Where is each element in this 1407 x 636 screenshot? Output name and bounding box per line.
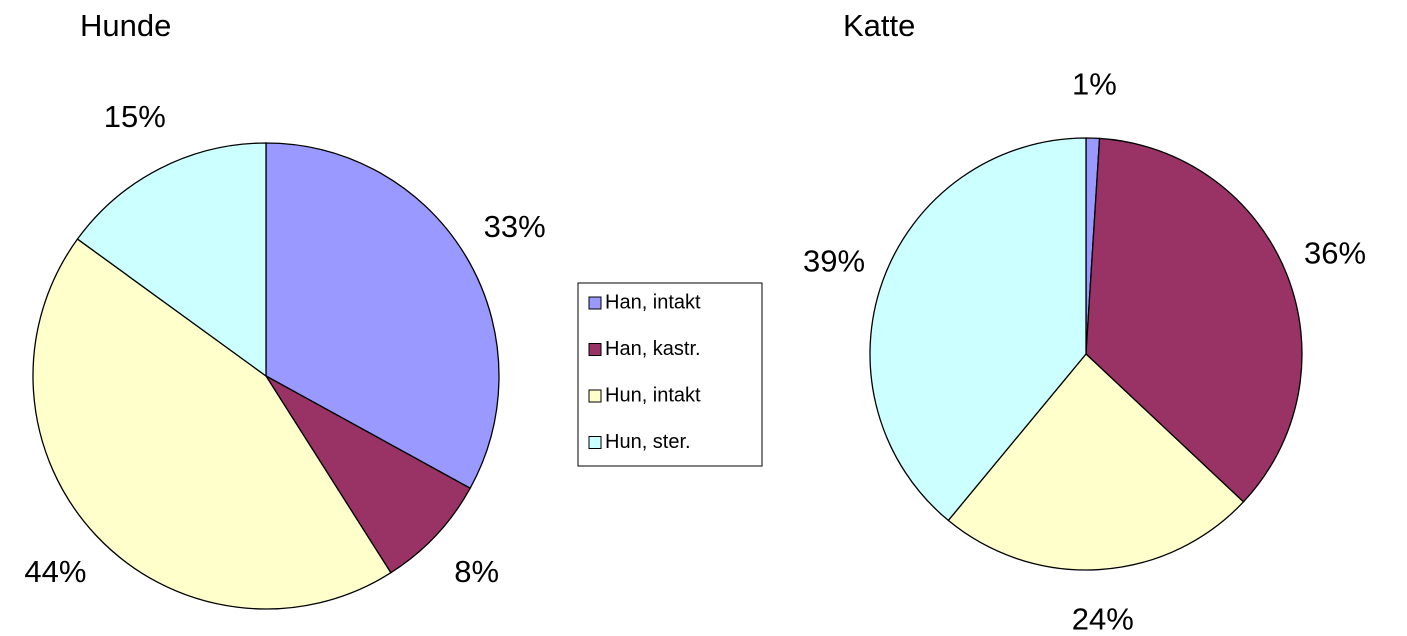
- pie-slice: [32, 238, 392, 610]
- legend-swatch: [588, 343, 602, 356]
- pie-slice: [947, 353, 1245, 571]
- pie-slice: [1085, 137, 1303, 503]
- legend-label: Han, kastr.: [605, 338, 701, 360]
- chart-title: Katte: [843, 8, 915, 43]
- legend-label: Hun, intakt: [605, 384, 701, 406]
- pie-slice: [265, 142, 500, 490]
- legend-swatch: [588, 436, 602, 449]
- pie-slice: [265, 375, 472, 574]
- legend-swatch: [588, 389, 602, 403]
- chart-title: Hunde: [80, 8, 171, 43]
- data-label: 1%: [1072, 66, 1117, 101]
- legend-box: [577, 282, 763, 467]
- legend-swatch: [588, 296, 602, 310]
- data-label: 44%: [24, 554, 86, 589]
- pie-slice: [76, 142, 267, 378]
- data-label: 33%: [484, 209, 546, 244]
- data-label: 24%: [1072, 601, 1134, 636]
- data-label: 39%: [803, 243, 865, 278]
- legend-label: Han, intakt: [605, 291, 701, 313]
- legend-label: Hun, ster.: [605, 431, 691, 453]
- data-label: 36%: [1304, 236, 1366, 271]
- data-label: 15%: [104, 99, 166, 134]
- pie-slice: [869, 137, 1087, 522]
- data-label: 8%: [454, 554, 499, 589]
